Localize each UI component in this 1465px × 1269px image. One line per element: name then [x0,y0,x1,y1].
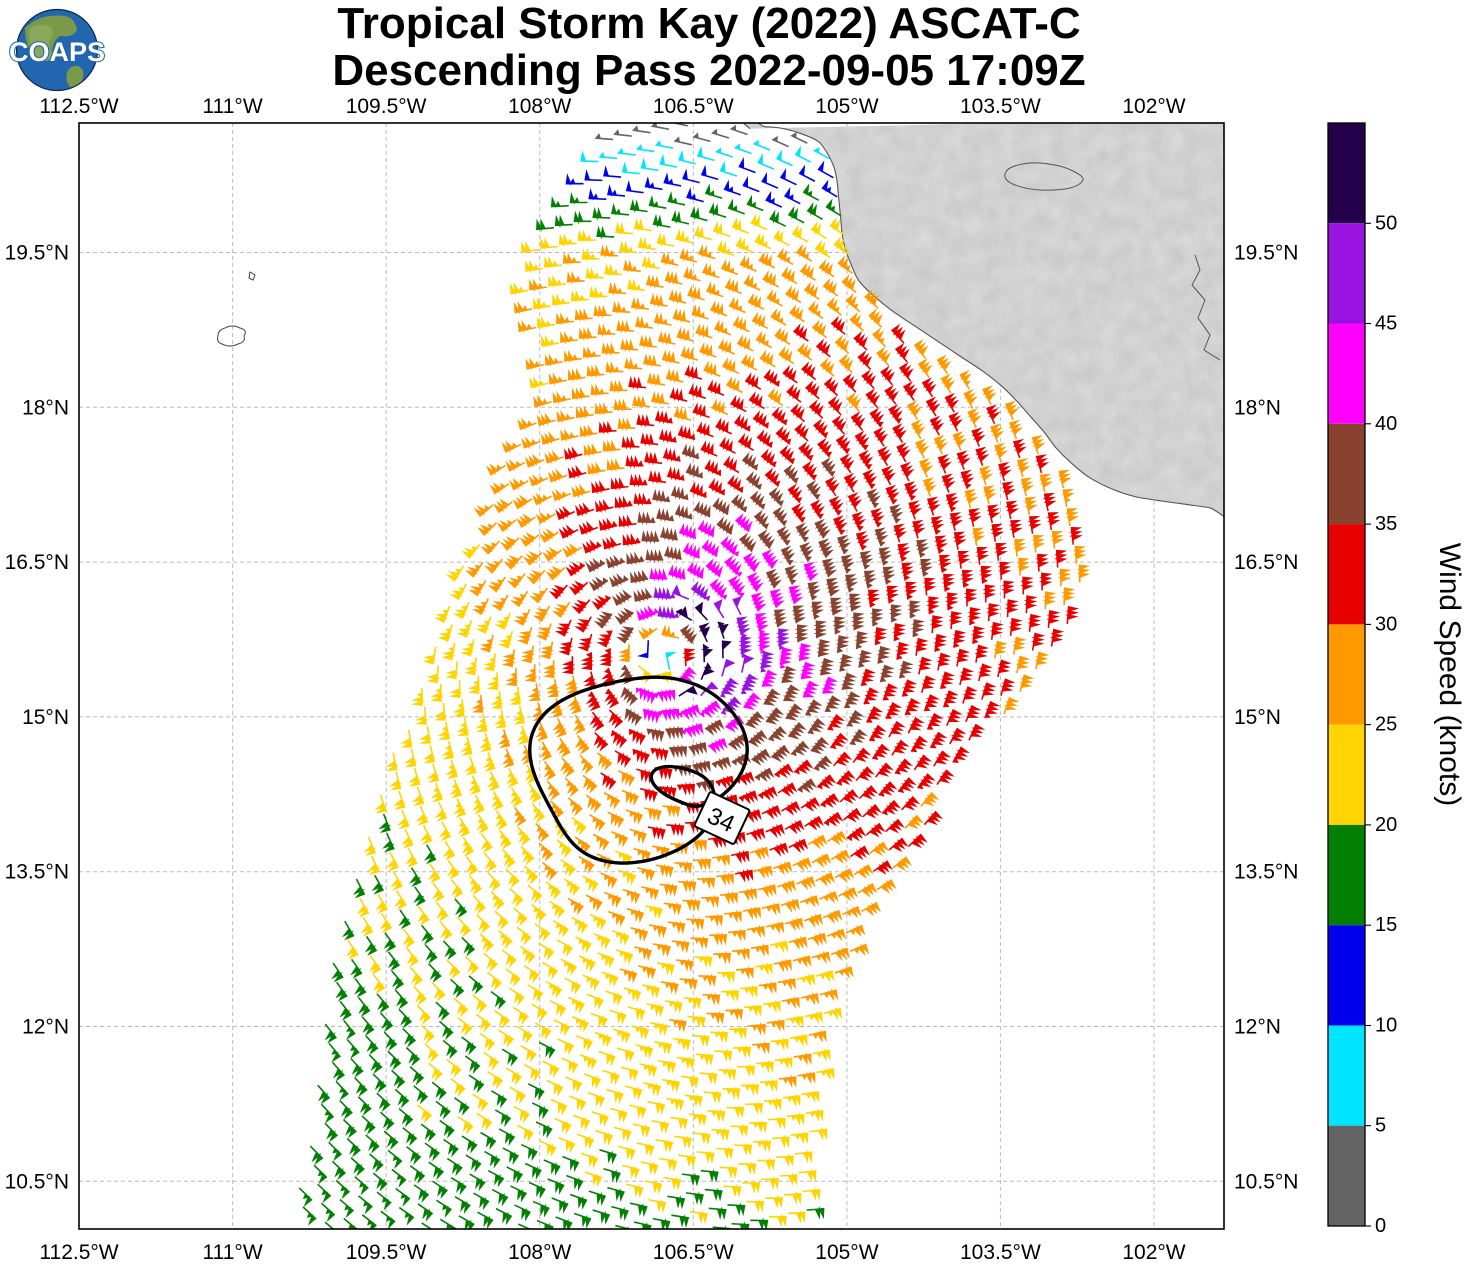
svg-text:106.5°W: 106.5°W [653,95,734,118]
svg-text:13.5°N: 13.5°N [5,861,69,884]
svg-text:108°W: 108°W [508,1241,571,1264]
svg-text:Tropical Storm Kay (2022) ASCA: Tropical Storm Kay (2022) ASCAT-C [337,0,1080,48]
svg-text:45: 45 [1375,313,1397,335]
svg-text:12°N: 12°N [22,1016,69,1039]
svg-text:105°W: 105°W [815,95,878,118]
svg-text:13.5°N: 13.5°N [1234,861,1298,884]
svg-text:Wind Speed (knots): Wind Speed (knots) [1433,543,1465,806]
svg-text:102°W: 102°W [1122,95,1185,118]
svg-text:5: 5 [1375,1115,1386,1137]
svg-text:40: 40 [1375,413,1397,435]
svg-text:20: 20 [1375,814,1397,836]
svg-text:16.5°N: 16.5°N [5,551,69,574]
svg-text:111°W: 111°W [203,1241,263,1264]
svg-text:30: 30 [1375,613,1397,635]
svg-text:112.5°W: 112.5°W [39,95,118,118]
svg-text:18°N: 18°N [22,396,69,419]
svg-text:102°W: 102°W [1122,1241,1185,1264]
svg-text:111°W: 111°W [203,95,263,118]
svg-text:50: 50 [1375,212,1397,234]
svg-text:15°N: 15°N [22,706,69,729]
svg-text:103.5°W: 103.5°W [960,1241,1041,1264]
svg-text:19.5°N: 19.5°N [5,242,69,265]
svg-text:105°W: 105°W [815,1241,878,1264]
svg-text:Descending Pass 2022-09-05 17:: Descending Pass 2022-09-05 17:09Z [332,46,1085,95]
svg-text:18°N: 18°N [1234,396,1281,419]
svg-text:112.5°W: 112.5°W [39,1241,118,1264]
svg-text:COAPS: COAPS [9,37,105,67]
svg-text:106.5°W: 106.5°W [653,1241,734,1264]
svg-text:10.5°N: 10.5°N [5,1170,69,1193]
svg-text:16.5°N: 16.5°N [1234,551,1298,574]
svg-text:0: 0 [1375,1215,1386,1237]
svg-text:108°W: 108°W [508,95,571,118]
svg-text:10.5°N: 10.5°N [1234,1170,1298,1193]
svg-text:15°N: 15°N [1234,706,1281,729]
svg-text:109.5°W: 109.5°W [346,1241,427,1264]
svg-text:25: 25 [1375,714,1397,736]
svg-text:35: 35 [1375,513,1397,535]
svg-text:103.5°W: 103.5°W [960,95,1041,118]
svg-text:19.5°N: 19.5°N [1234,242,1298,265]
svg-text:109.5°W: 109.5°W [346,95,427,118]
svg-text:12°N: 12°N [1234,1016,1281,1039]
svg-text:10: 10 [1375,1015,1397,1037]
svg-text:15: 15 [1375,914,1397,936]
